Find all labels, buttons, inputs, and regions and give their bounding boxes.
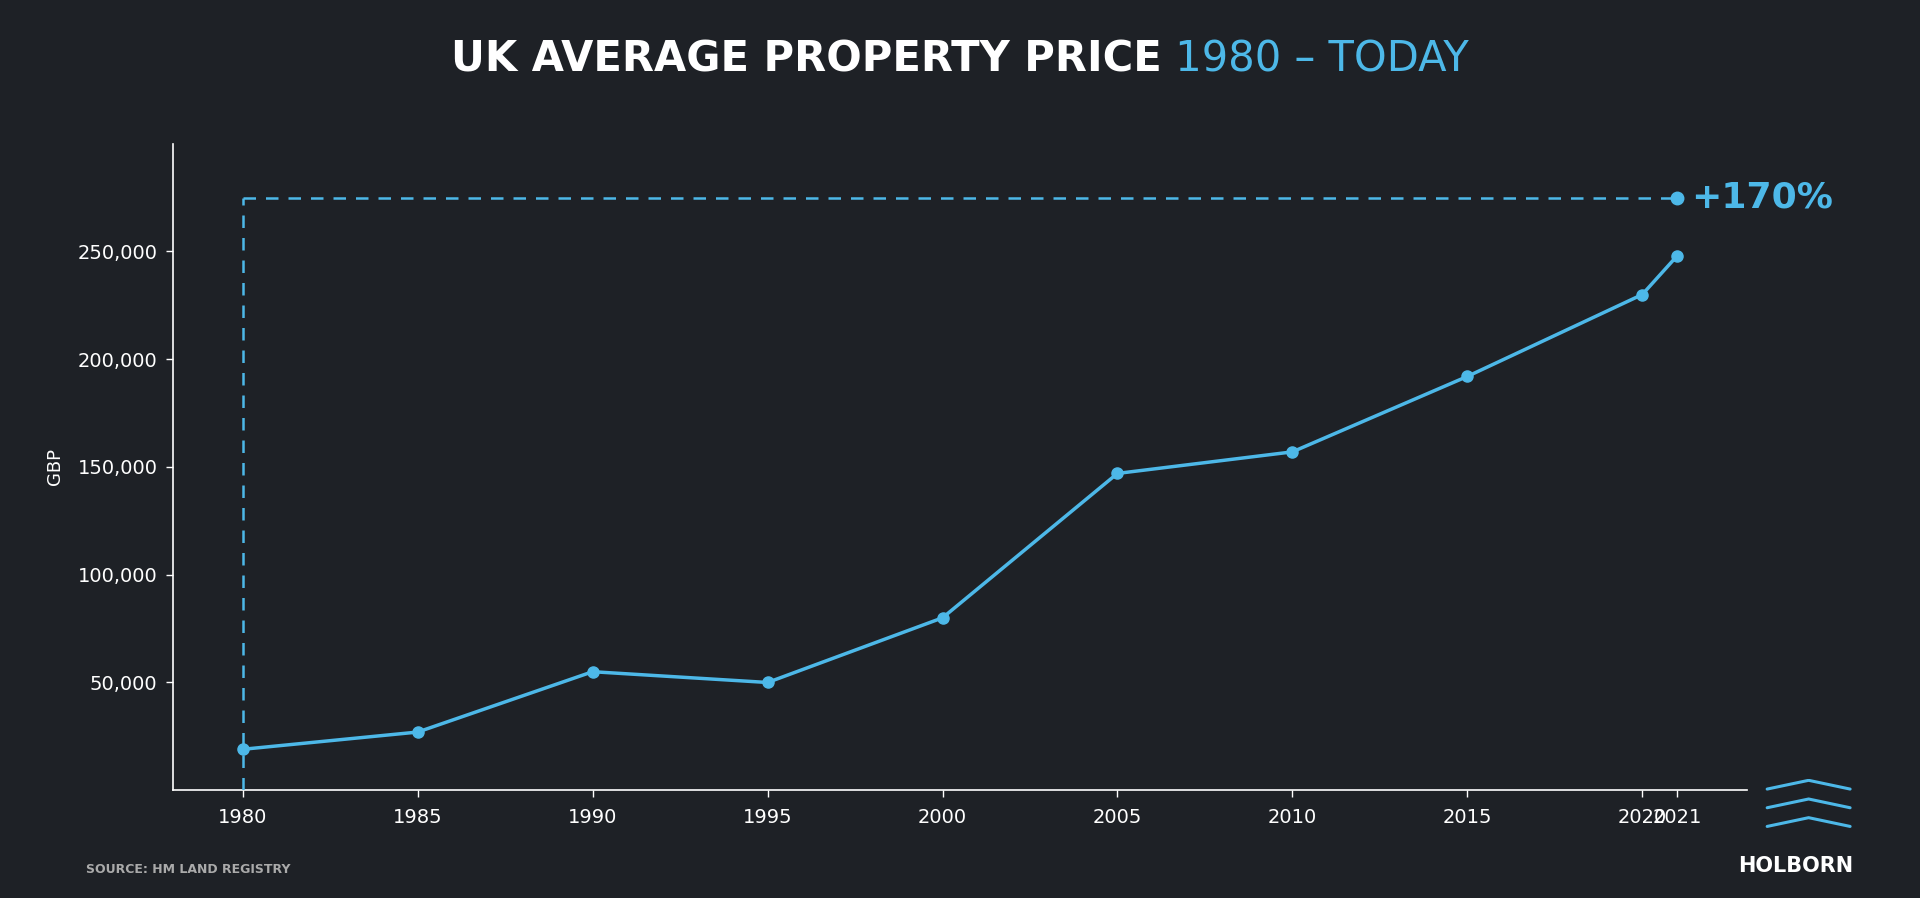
Text: SOURCE: HM LAND REGISTRY: SOURCE: HM LAND REGISTRY — [86, 863, 292, 876]
Y-axis label: GBP: GBP — [46, 448, 63, 486]
Text: HOLBORN: HOLBORN — [1738, 856, 1853, 876]
Text: +170%: +170% — [1692, 180, 1834, 215]
Text: UK AVERAGE PROPERTY PRICE: UK AVERAGE PROPERTY PRICE — [451, 39, 1162, 81]
Text: 1980 – TODAY: 1980 – TODAY — [1162, 39, 1469, 81]
